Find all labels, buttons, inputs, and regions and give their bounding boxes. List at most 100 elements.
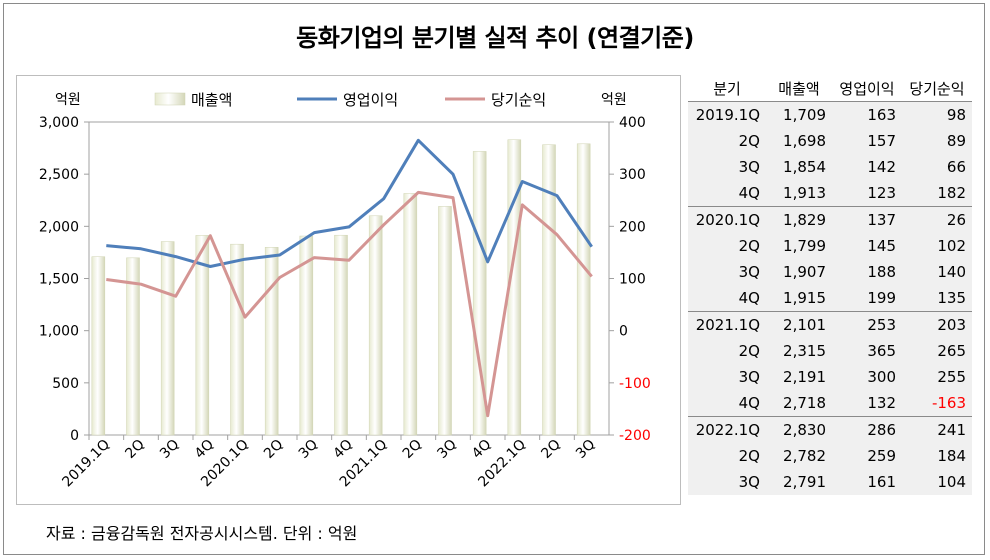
cell-revenue: 2,791 (766, 469, 832, 495)
cell-net-income: 66 (902, 154, 972, 180)
table-row: 2022.1Q 2,830 286 241 (688, 416, 972, 443)
chart-area: 매출액 영업이익 당기순익 0 500 1,000 1,500 2,000 2,500 3,00… (16, 75, 681, 505)
x-tick-label: 4Q (330, 437, 355, 462)
right-tick-label: 400 (619, 115, 646, 131)
cell-revenue: 1,698 (766, 128, 832, 154)
cell-net-income: 135 (902, 285, 972, 312)
revenue-bar (126, 257, 140, 436)
left-axis-unit: 억원 (55, 92, 81, 108)
x-tick-label: 4Q (469, 437, 494, 462)
combo-chart: 매출액 영업이익 당기순익 0 500 1,000 1,500 2,000 2,500 3,00… (39, 91, 651, 491)
x-tick-label: 2Q (261, 437, 286, 462)
net-income-line (106, 190, 593, 418)
cell-net-income: 203 (902, 311, 972, 338)
cell-quarter: 2Q (688, 233, 766, 259)
operating-profit-line (106, 138, 593, 268)
left-tick-label: 1,500 (39, 272, 79, 288)
cell-quarter: 3Q (688, 259, 766, 285)
x-tick-label: 2Q (538, 437, 563, 462)
table-row: 3Q 1,854 142 66 (688, 154, 972, 180)
col-header-operating-profit: 영업이익 (832, 75, 902, 102)
cell-revenue: 2,101 (766, 311, 832, 338)
right-tick-label: 100 (619, 272, 646, 288)
cell-quarter: 3Q (688, 154, 766, 180)
table-header-row: 분기 매출액 영업이익 당기순익 (688, 75, 972, 102)
cell-quarter: 2020.1Q (688, 206, 766, 233)
left-tick-label: 500 (52, 376, 79, 392)
cell-quarter: 2Q (688, 443, 766, 469)
table-row: 4Q 2,718 132 -163 (688, 390, 972, 417)
cell-operating-profit: 253 (832, 311, 902, 338)
cell-operating-profit: 157 (832, 128, 902, 154)
cell-revenue: 1,709 (766, 101, 832, 128)
right-tick-label: 300 (619, 167, 646, 183)
col-header-quarter: 분기 (688, 75, 766, 102)
cell-net-income: 255 (902, 364, 972, 390)
x-tick-label: 2Q (400, 437, 425, 462)
x-tick-label: 3Q (157, 437, 182, 462)
cell-net-income: 140 (902, 259, 972, 285)
revenue-bar (576, 143, 591, 436)
cell-revenue: 2,718 (766, 390, 832, 417)
left-tick-label: 2,500 (39, 167, 79, 183)
cell-operating-profit: 188 (832, 259, 902, 285)
right-tick-label: 0 (619, 324, 628, 340)
cell-operating-profit: 145 (832, 233, 902, 259)
left-tick-label: 0 (70, 428, 79, 444)
revenue-bar (195, 235, 210, 436)
cell-revenue: 1,915 (766, 285, 832, 312)
cell-operating-profit: 142 (832, 154, 902, 180)
cell-net-income: 241 (902, 416, 972, 443)
cell-quarter: 3Q (688, 469, 766, 495)
cell-operating-profit: 161 (832, 469, 902, 495)
cell-operating-profit: 163 (832, 101, 902, 128)
table-row: 2Q 2,782 259 184 (688, 443, 972, 469)
x-tick-label: 3Q (296, 437, 321, 462)
x-tick-label: 2019.1Q (59, 437, 113, 491)
cell-quarter: 2021.1Q (688, 311, 766, 338)
source-note: 자료 : 금융감독원 전자공시시스템. 단위 : 억원 (46, 524, 358, 543)
cell-net-income: 182 (902, 180, 972, 207)
legend-label: 매출액 (191, 91, 232, 109)
data-table: 분기 매출액 영업이익 당기순익 2019.1Q 1,709 163 98 2Q 1,69… (688, 75, 972, 495)
cell-net-income: 89 (902, 128, 972, 154)
cell-revenue: 1,907 (766, 259, 832, 285)
table-row: 2Q 2,315 365 265 (688, 338, 972, 364)
table-body: 2019.1Q 1,709 163 98 2Q 1,698 157 89 3Q 1,854 142 6… (688, 101, 972, 495)
cell-quarter: 2Q (688, 128, 766, 154)
cell-operating-profit: 259 (832, 443, 902, 469)
revenue-bar (230, 243, 244, 436)
cell-net-income: -163 (902, 390, 972, 417)
right-tick-label: 200 (619, 219, 646, 235)
cell-revenue: 1,799 (766, 233, 832, 259)
cell-net-income: 26 (902, 206, 972, 233)
cell-quarter: 4Q (688, 390, 766, 417)
x-tick-label: 3Q (573, 437, 598, 462)
cell-revenue: 2,782 (766, 443, 832, 469)
cell-operating-profit: 137 (832, 206, 902, 233)
cell-quarter: 3Q (688, 364, 766, 390)
cell-revenue: 2,191 (766, 364, 832, 390)
legend-label: 영업이익 (343, 91, 398, 109)
table-row: 2019.1Q 1,709 163 98 (688, 101, 972, 128)
right-tick-label: -100 (619, 376, 651, 392)
table-row: 4Q 1,915 199 135 (688, 285, 972, 312)
table-row: 3Q 1,907 188 140 (688, 259, 972, 285)
revenue-bar (334, 234, 348, 436)
revenue-bar (368, 215, 383, 436)
cell-quarter: 4Q (688, 180, 766, 207)
table-row: 2Q 1,698 157 89 (688, 128, 972, 154)
cell-revenue: 1,829 (766, 206, 832, 233)
revenue-bar (264, 247, 279, 436)
table-row: 4Q 1,913 123 182 (688, 180, 972, 207)
cell-operating-profit: 199 (832, 285, 902, 312)
table-row: 2021.1Q 2,101 253 203 (688, 311, 972, 338)
revenue-bar (542, 144, 556, 436)
cell-net-income: 184 (902, 443, 972, 469)
cell-net-income: 102 (902, 233, 972, 259)
cell-operating-profit: 132 (832, 390, 902, 417)
page-title: 동화기업의 분기별 실적 추이 (연결기준) (296, 24, 694, 52)
cell-revenue: 1,854 (766, 154, 832, 180)
legend-label: 당기순익 (491, 91, 546, 109)
cell-operating-profit: 123 (832, 180, 902, 207)
